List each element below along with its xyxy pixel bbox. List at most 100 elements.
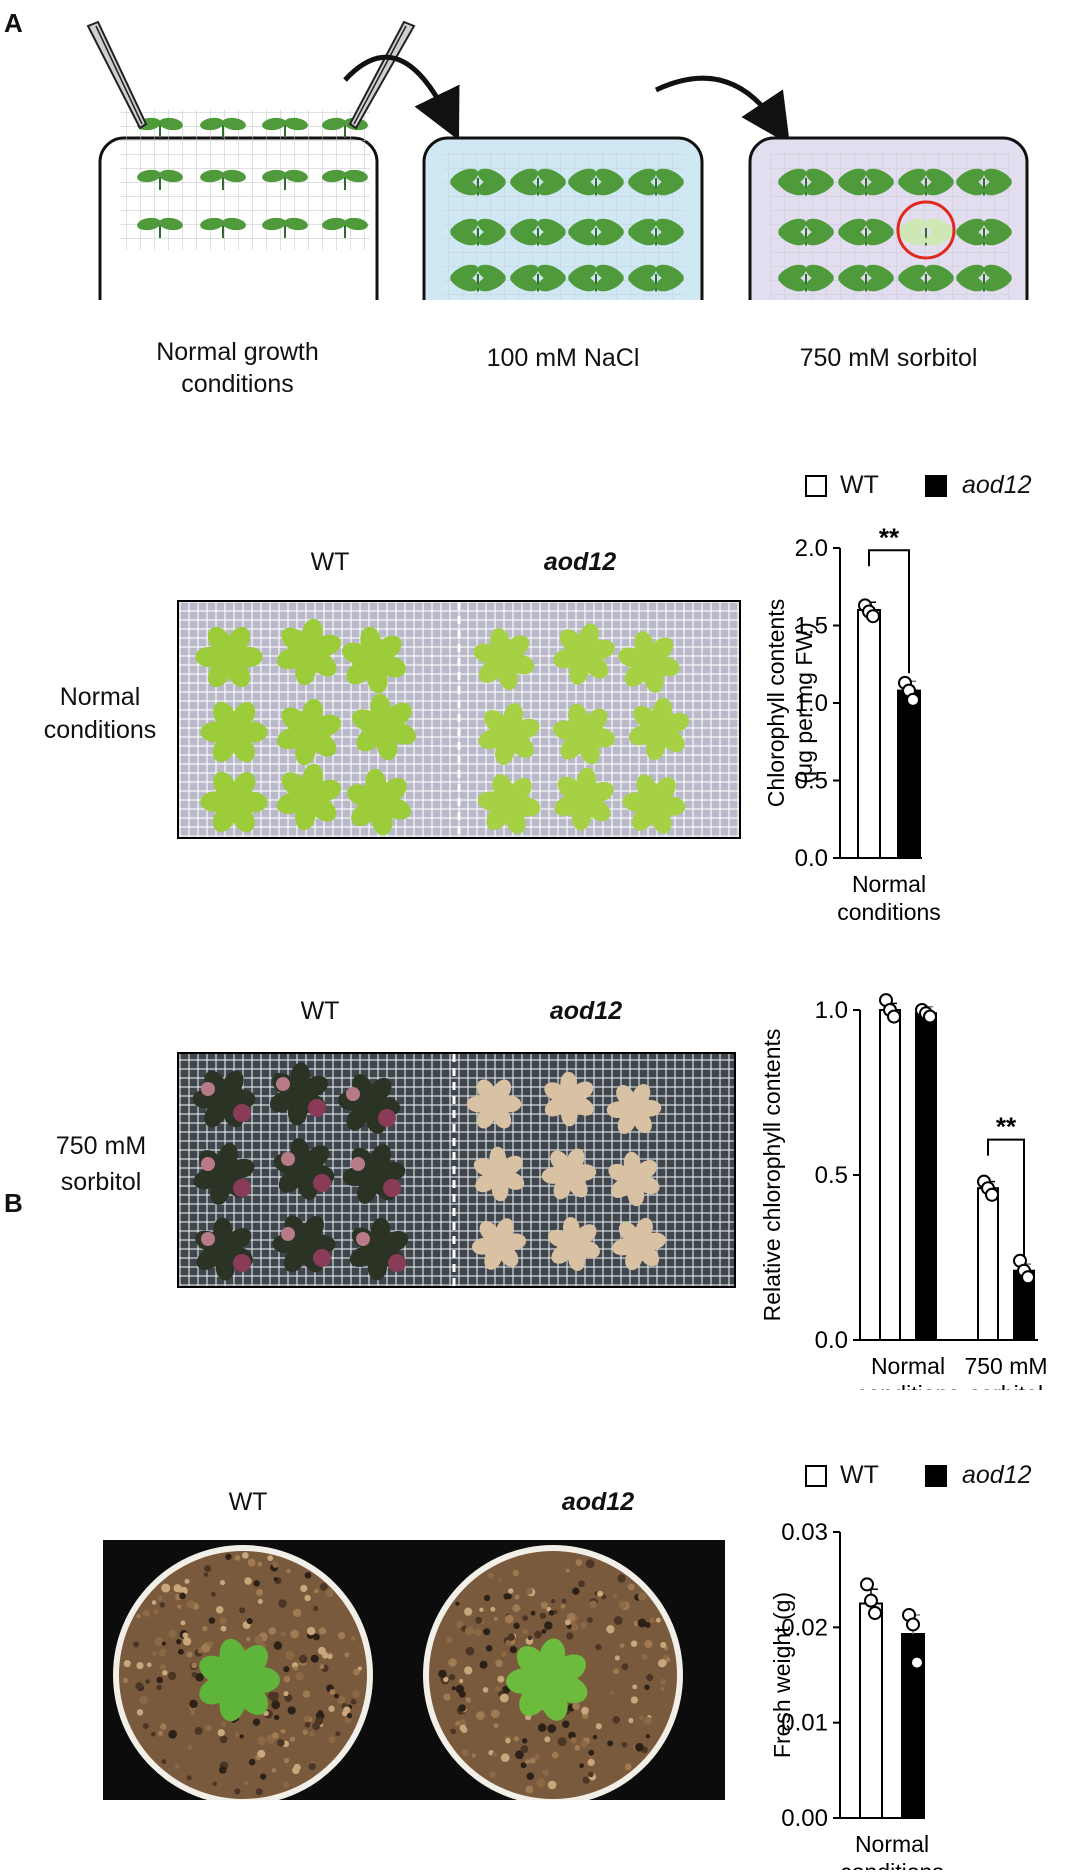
y-tick-label: 0.03 <box>781 1519 828 1546</box>
bar-wt <box>880 1010 900 1340</box>
row-normal-label-line2: conditions <box>30 716 170 745</box>
legend2-mutant-swatch <box>925 1465 947 1487</box>
chart-chlorophyll-normal: 0.00.51.01.52.0Normalconditions**Chlorop… <box>760 520 1080 940</box>
rosette-plant <box>551 621 617 687</box>
bar-wt <box>858 610 880 858</box>
category-label: conditions <box>837 899 941 925</box>
step1-label-line2: conditions <box>100 370 375 399</box>
plate-sorbitol <box>750 138 1027 300</box>
rosette-plant <box>471 1146 527 1202</box>
y-tick-label: 2.0 <box>795 535 828 562</box>
rosette-plant <box>606 1151 663 1207</box>
data-point <box>869 1607 881 1619</box>
step1-label-line1: Normal growth <box>100 338 375 367</box>
arrow-to-sorbitol-icon <box>656 78 776 124</box>
rosette-plant <box>191 1141 257 1207</box>
photo3-wt-label: WT <box>208 1488 288 1517</box>
category-label: 750 mM <box>964 1353 1047 1379</box>
rosette-plant <box>346 1217 411 1281</box>
rosette-plant <box>467 1076 522 1132</box>
rosette-plant <box>266 1062 331 1126</box>
rosette-plant <box>336 1071 401 1137</box>
legend2-wt-label: WT <box>840 1461 879 1490</box>
category-label: conditions <box>840 1859 944 1870</box>
rosette-plant <box>271 1136 337 1202</box>
plate-nacl <box>424 138 702 300</box>
category-label: Normal <box>871 1353 945 1379</box>
rosette-plant <box>546 1216 603 1273</box>
category-label: sorbitol <box>969 1381 1043 1390</box>
rosette-plant <box>349 692 419 762</box>
rosette-plant <box>200 698 267 767</box>
rosette-plant <box>626 696 692 761</box>
rosette-plant <box>339 625 409 695</box>
rosette-plant <box>274 762 344 832</box>
panel-letter-b: B <box>4 1188 23 1219</box>
rosette-plant <box>541 1072 597 1127</box>
data-point <box>867 610 879 622</box>
category-label: Normal <box>855 1831 929 1857</box>
rosette-plant <box>195 623 262 691</box>
rosette-plant <box>193 1067 256 1131</box>
data-point <box>865 1595 877 1607</box>
rosette-plant <box>541 1146 597 1203</box>
data-point <box>907 1618 919 1630</box>
bar-wt <box>978 1188 998 1340</box>
rosette-plant <box>471 626 537 692</box>
rosette-plant <box>274 697 344 767</box>
legend-mutant-swatch <box>925 475 947 497</box>
y-axis-label: Relative chlorophyll contents <box>759 1029 785 1322</box>
photo2-mutant-label: aod12 <box>526 997 646 1026</box>
y-tick-label: 0.0 <box>815 1327 848 1354</box>
photo-normal-conditions <box>177 600 741 839</box>
y-tick-label: 1.0 <box>815 997 848 1024</box>
rosette-plant <box>471 1216 527 1273</box>
data-point <box>1022 1271 1034 1283</box>
rosette-plant <box>476 701 542 767</box>
legend2-mutant-label: aod12 <box>962 1461 1032 1490</box>
data-point <box>911 1657 923 1669</box>
significance-label: ** <box>879 522 900 552</box>
tweezers-right-icon <box>350 22 414 128</box>
category-label: Normal <box>852 871 926 897</box>
rosette-plant <box>341 1141 406 1207</box>
chart-relative-chlorophyll: 0.0 0.5 1.0 Normal conditions 750 mM sorbitol *… <box>740 970 1085 1390</box>
plate-normal-growth <box>100 110 377 300</box>
y-tick-label: 0.5 <box>815 1162 848 1189</box>
bar-mutant <box>898 691 920 858</box>
rosette-plant <box>344 767 414 837</box>
legend-mutant-label: aod12 <box>962 471 1032 500</box>
y-axis-label: (μg per mg FW) <box>791 622 817 783</box>
photo3-mutant-label: aod12 <box>538 1488 658 1517</box>
row-normal-label-line1: Normal <box>30 683 170 712</box>
y-axis-label: Fresh weight (g) <box>769 1592 795 1758</box>
photo-sorbitol <box>177 1052 736 1288</box>
significance-label: ** <box>996 1112 1017 1142</box>
rosette-plant <box>192 1217 257 1281</box>
step2-label: 100 mM NaCl <box>424 344 702 373</box>
rosette-plant <box>200 768 267 837</box>
bar-mutant <box>916 1013 936 1340</box>
data-point <box>888 1011 900 1023</box>
rosette-plant <box>476 771 541 837</box>
rosette-plant <box>551 701 617 767</box>
chart-fresh-weight: 0.000.010.020.03NormalconditionsFresh we… <box>760 1510 1080 1870</box>
tweezers-left-icon <box>88 22 146 128</box>
rosette-plant <box>611 1215 668 1272</box>
data-point <box>861 1578 873 1590</box>
legend-wt-label: WT <box>840 471 879 500</box>
photo2-wt-label: WT <box>280 997 360 1026</box>
y-axis-label: Chlorophyll contents <box>763 599 789 807</box>
row-sorbitol-label-line2: sorbitol <box>36 1168 166 1197</box>
bar-wt <box>860 1604 882 1819</box>
step3-label: 750 mM sorbitol <box>750 344 1027 373</box>
data-point <box>907 694 919 706</box>
photo1-mutant-label: aod12 <box>520 548 640 577</box>
y-tick-label: 0.00 <box>781 1805 828 1832</box>
legend2-wt-swatch <box>805 1465 827 1487</box>
photo1-wt-label: WT <box>290 548 370 577</box>
rosette-plant <box>274 617 344 687</box>
rosette-plant <box>616 629 682 695</box>
category-label: conditions <box>856 1381 960 1390</box>
legend-wt-swatch <box>805 475 827 497</box>
